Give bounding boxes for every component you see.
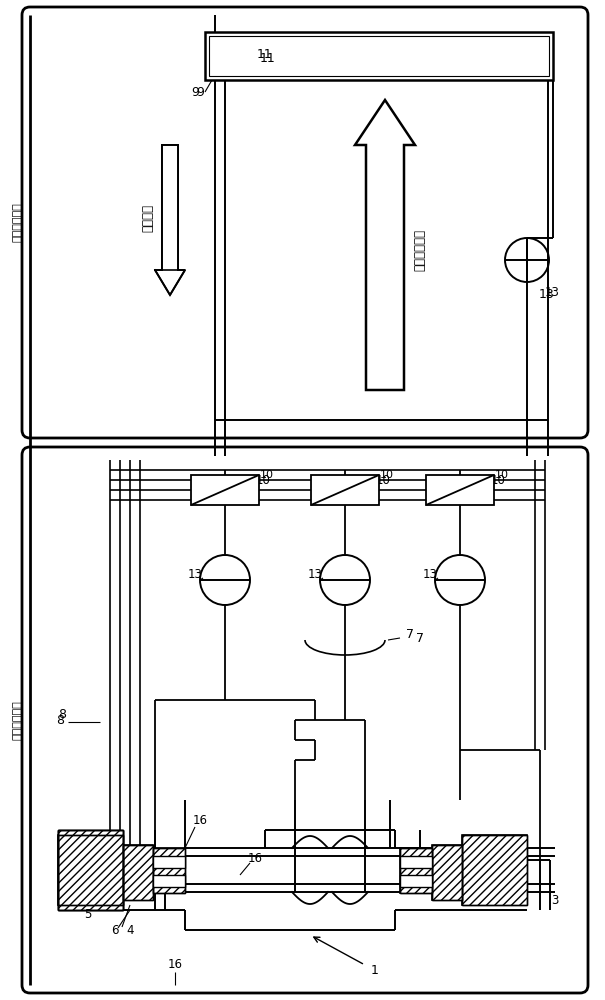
FancyBboxPatch shape [22,7,588,438]
Text: 10: 10 [260,470,274,480]
Polygon shape [155,270,185,295]
Bar [209,36,549,76]
Text: 冷却剂流: 冷却剂流 [142,204,154,232]
Bar [153,875,185,887]
Bar [462,835,527,905]
Text: 16: 16 [192,814,208,826]
Bar [462,835,527,905]
Text: 9: 9 [191,86,199,99]
Bar [123,845,153,900]
Bar [311,475,379,505]
Text: 10: 10 [491,474,505,487]
Polygon shape [155,145,185,295]
Polygon shape [355,100,415,390]
Text: 13: 13 [307,568,322,582]
Text: 8: 8 [58,708,66,722]
Text: 16: 16 [168,958,183,972]
Text: 3: 3 [551,894,558,906]
Text: 8: 8 [56,714,64,726]
Text: 6: 6 [111,924,119,936]
Bar [400,848,432,893]
Text: 13: 13 [188,568,203,582]
Bar [432,845,462,900]
Text: 13: 13 [544,286,560,298]
Text: 11: 11 [260,51,276,64]
Text: 10: 10 [380,470,394,480]
Bar [153,848,185,893]
Text: 10: 10 [495,470,509,480]
Bar [58,830,123,910]
Text: 风通过冷却器: 风通过冷却器 [413,229,427,271]
Bar [58,835,123,905]
Bar [432,845,462,900]
Bar [426,475,494,505]
Text: 涡轮机舱内侧: 涡轮机舱内侧 [13,700,23,740]
Bar [400,848,432,893]
Bar [58,835,123,905]
Text: 10: 10 [255,474,270,487]
FancyBboxPatch shape [22,447,588,993]
Text: 10: 10 [376,474,390,487]
Text: 11: 11 [257,48,273,62]
Bar [58,830,123,910]
Bar [153,848,185,893]
Bar [153,856,185,868]
Text: 5: 5 [84,908,92,922]
Bar [191,475,259,505]
Bar [400,848,432,893]
Bar [153,848,185,893]
Text: 13: 13 [422,568,437,582]
Bar [400,875,432,887]
Bar [58,830,123,910]
Text: 涡轮机舱外侧: 涡轮机舱外侧 [13,202,23,242]
Bar [432,845,462,900]
Bar [58,830,123,910]
Bar [462,835,527,905]
Bar [123,845,153,900]
Text: 4: 4 [126,924,134,936]
Bar [123,845,153,900]
Text: 7: 7 [416,632,424,645]
Text: 16: 16 [247,852,263,864]
Text: 1: 1 [371,964,379,976]
Text: 13: 13 [539,288,555,302]
Text: 7: 7 [406,629,414,642]
Bar [400,856,432,868]
Bar [162,145,178,270]
Text: 9: 9 [196,86,204,99]
Bar [205,32,553,80]
Bar [58,835,123,905]
